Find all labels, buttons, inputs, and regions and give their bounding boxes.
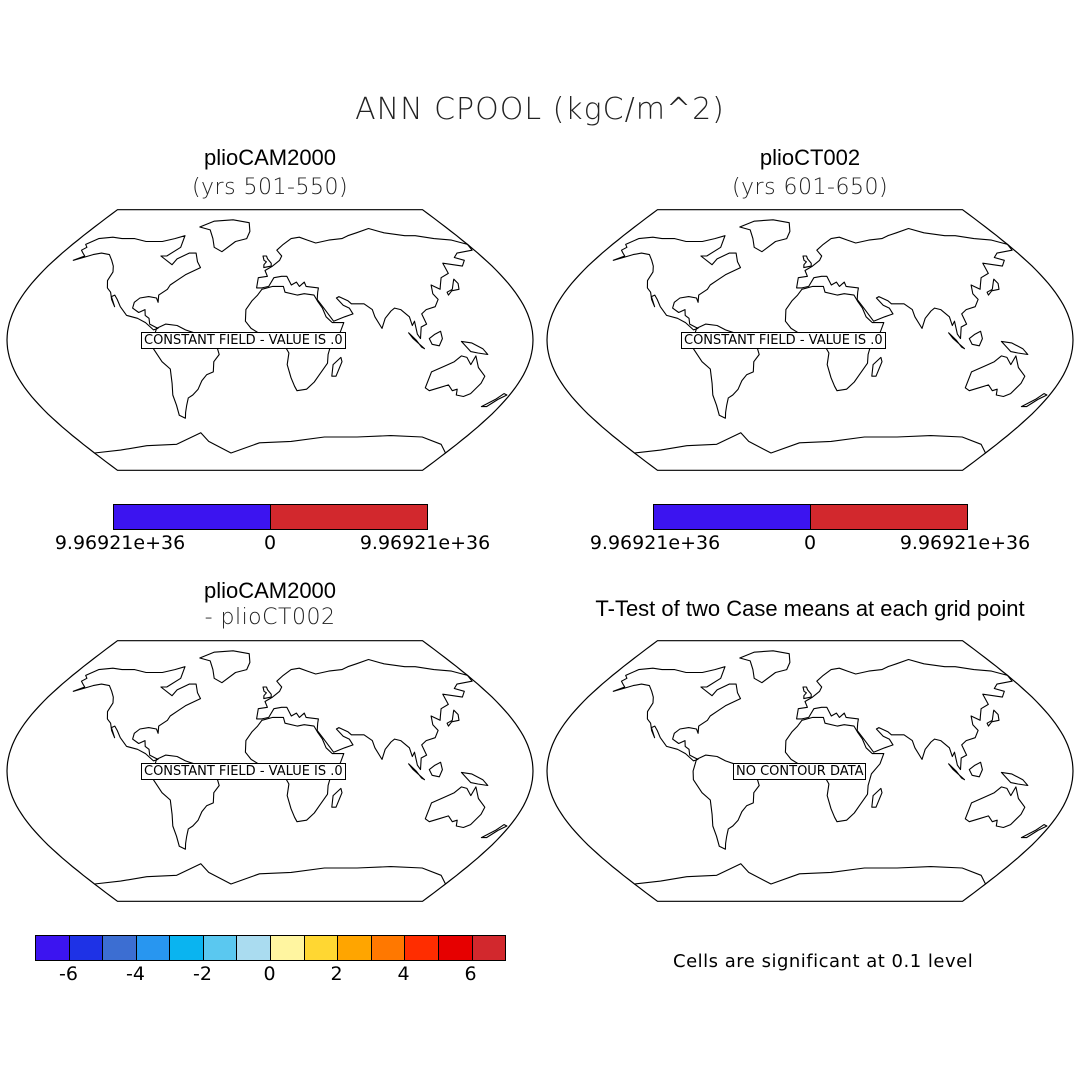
colorbar-difference-swatch-11: [405, 936, 439, 960]
panel3-map-coastline-newguinea: [460, 771, 489, 787]
colorbar-difference-tick-label: -4: [126, 963, 145, 985]
colorbar-panel2-swatch-1: [811, 505, 967, 529]
colorbar-difference-swatch-9: [338, 936, 372, 960]
panel1-map-coastline-japan: [446, 278, 460, 296]
colorbar-panel2: [653, 504, 968, 530]
panel4-title: T-Test of two Case means at each grid po…: [595, 596, 1025, 621]
panel3-map-coastline-antarctica: [94, 863, 446, 885]
colorbar-difference-swatch-13: [472, 936, 506, 960]
colorbar-panel2-label-max: 9.96921e+36: [899, 532, 1031, 554]
colorbar-difference: [35, 935, 506, 961]
panel1-map-coastline-newguinea: [460, 340, 489, 356]
panel3-map-coastline-greenland: [199, 650, 251, 684]
panel4-map-coastline-north-america: [612, 666, 742, 762]
panel2-map-coastline-antarctica: [634, 432, 986, 454]
colorbar-difference-swatch-4: [170, 936, 204, 960]
panel1-map-coastline-madagascar: [331, 356, 343, 377]
colorbar-panel1-label-mid: 0: [263, 532, 277, 554]
panel3-title: plioCAM2000: [203, 578, 337, 603]
panel1-map-coastline-north-america: [72, 235, 202, 331]
panel3-subtitle: - plioCT002: [204, 605, 336, 630]
panel4-map-coastline-greenland: [739, 650, 791, 684]
panel2-map-coastline-greenland: [739, 219, 791, 253]
panel4-map-coastline-newzealand: [1020, 824, 1048, 839]
colorbar-panel1-label-min: 9.96921e+36: [54, 532, 186, 554]
panel2-map-coastline-indonesia: [948, 332, 966, 350]
panel2-title: plioCT002: [759, 145, 861, 170]
panel4-map-coastline-australia: [964, 786, 1026, 829]
panel1-subtitle: (yrs 501-550): [191, 175, 349, 200]
panel2-map-coastline-newzealand: [1020, 393, 1048, 408]
panel4-map-coastline-borneo: [968, 761, 983, 778]
colorbar-difference-swatch-3: [136, 936, 171, 960]
panel4-map-coastline-japan: [986, 709, 1000, 727]
panel3-map-coastline-uk: [262, 686, 272, 700]
colorbar-difference-swatch-8: [304, 936, 339, 960]
colorbar-difference-swatch-7: [271, 936, 305, 960]
panel3-map-coastline-eurasia: [256, 658, 473, 771]
colorbar-difference-tick-label: 6: [464, 963, 477, 985]
significance-note: Cells are significant at 0.1 level: [673, 951, 974, 972]
panel1-map-label: CONSTANT FIELD - VALUE IS .0: [141, 332, 346, 349]
panel2-map-coastline-newguinea: [1000, 340, 1029, 356]
panel2-subtitle: (yrs 601-650): [731, 175, 889, 200]
panel1-title: plioCAM2000: [203, 145, 337, 170]
panel2-map-coastline-australia: [964, 355, 1026, 398]
panel3-map-coastline-newzealand: [480, 824, 508, 839]
panel1-map-coastline-borneo: [428, 330, 443, 347]
panel1-map-coastline-eurasia: [256, 227, 473, 340]
colorbar-difference-tick-label: -2: [193, 963, 212, 985]
panel2-map-coastline-japan: [986, 278, 1000, 296]
colorbar-panel2-label-mid: 0: [803, 532, 817, 554]
panel4-map-coastline-indonesia: [948, 763, 966, 781]
panel1-map-coastline-indonesia: [408, 332, 426, 350]
panel2-map-label: CONSTANT FIELD - VALUE IS .0: [681, 332, 886, 349]
panel2-map-coastline-north-america: [612, 235, 742, 331]
colorbar-difference-swatch-12: [438, 936, 473, 960]
figure-title: ANN CPOOL (kgC/m^2): [355, 92, 725, 127]
colorbar-difference-swatch-10: [371, 936, 406, 960]
colorbar-panel1: [113, 504, 428, 530]
colorbar-panel1-swatch-1: [271, 505, 427, 529]
panel1-map-coastline-greenland: [199, 219, 251, 253]
colorbar-difference-swatch-5: [203, 936, 238, 960]
panel1-map-coastline-antarctica: [94, 432, 446, 454]
panel4-map-coastline-eurasia: [796, 658, 1013, 771]
colorbar-panel2-swatch-0: [654, 505, 811, 529]
panel1-map-coastline-australia: [424, 355, 486, 398]
colorbar-difference-tick-label: 0: [263, 963, 276, 985]
panel3-map-coastline-north-america: [72, 666, 202, 762]
panel3-map-coastline-indonesia: [408, 763, 426, 781]
colorbar-difference-swatch-6: [237, 936, 272, 960]
colorbar-difference-tick-label: 2: [330, 963, 343, 985]
colorbar-difference-tick-label: 4: [397, 963, 410, 985]
colorbar-difference-swatch-1: [69, 936, 104, 960]
colorbar-difference-swatch-2: [103, 936, 137, 960]
panel4-map-coastline-newguinea: [1000, 771, 1029, 787]
panel1-map-coastline-uk: [262, 255, 272, 269]
panel4-map-label: NO CONTOUR DATA: [733, 763, 867, 780]
panel2-map-coastline-eurasia: [796, 227, 1013, 340]
colorbar-panel1-swatch-0: [114, 505, 271, 529]
panel1-map-coastline-newzealand: [480, 393, 508, 408]
colorbar-difference-tick-label: -6: [59, 963, 78, 985]
panel4-map-coastline-antarctica: [634, 863, 986, 885]
panel4-map-coastline-uk: [802, 686, 812, 700]
panel2-map-coastline-borneo: [968, 330, 983, 347]
colorbar-panel2-label-min: 9.96921e+36: [589, 532, 721, 554]
panel3-map-coastline-japan: [446, 709, 460, 727]
panel2-map-coastline-uk: [802, 255, 812, 269]
panel3-map-coastline-madagascar: [331, 787, 343, 808]
panel4-map-coastline-madagascar: [871, 787, 883, 808]
panel3-map-label: CONSTANT FIELD - VALUE IS .0: [141, 763, 346, 780]
panel3-map-coastline-australia: [424, 786, 486, 829]
colorbar-panel1-label-max: 9.96921e+36: [359, 532, 491, 554]
colorbar-difference-swatch-0: [36, 936, 70, 960]
panel3-map-coastline-borneo: [428, 761, 443, 778]
panel2-map-coastline-madagascar: [871, 356, 883, 377]
